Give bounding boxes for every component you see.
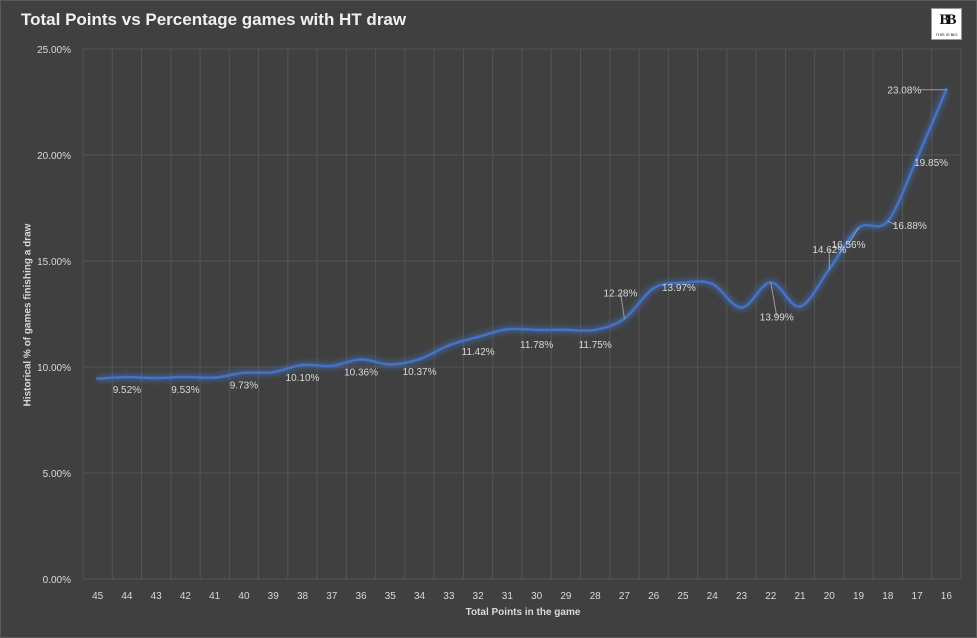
data-point [418, 357, 422, 361]
x-tick-label: 43 [151, 591, 163, 602]
x-tick-label: 33 [443, 591, 455, 602]
data-point [213, 376, 217, 380]
x-tick-label: 41 [209, 591, 221, 602]
data-point [593, 328, 597, 332]
x-tick-label: 40 [238, 591, 250, 602]
data-label: 11.75% [579, 340, 612, 351]
y-tick-label: 15.00% [37, 257, 71, 268]
x-tick-label: 39 [268, 591, 280, 602]
x-tick-label: 45 [92, 591, 104, 602]
x-tick-label: 17 [912, 591, 924, 602]
x-tick-label: 24 [707, 591, 719, 602]
data-point [798, 305, 802, 309]
y-tick-label: 0.00% [43, 575, 71, 586]
data-point [96, 377, 100, 381]
x-tick-label: 29 [560, 591, 572, 602]
brand-logo: BB THIS IS BIG [931, 8, 962, 40]
data-label: 10.37% [403, 367, 437, 378]
data-label: 11.78% [520, 340, 553, 351]
x-tick-label: 20 [824, 591, 836, 602]
x-tick-label: 26 [648, 591, 660, 602]
data-point [271, 370, 275, 374]
x-tick-label: 38 [297, 591, 309, 602]
data-label: 12.28% [603, 289, 637, 300]
data-point [710, 282, 714, 286]
x-tick-label: 34 [414, 591, 426, 602]
data-point [125, 375, 129, 379]
x-tick-label: 31 [502, 591, 514, 602]
data-label-leader [619, 292, 625, 319]
x-tick-label: 18 [882, 591, 894, 602]
data-point [652, 286, 656, 290]
x-tick-label: 28 [590, 591, 602, 602]
data-point [505, 327, 509, 331]
y-tick-label: 10.00% [37, 363, 71, 374]
data-point [154, 376, 158, 380]
data-point [359, 357, 363, 361]
data-point [535, 328, 539, 332]
data-label: 13.99% [760, 312, 794, 323]
data-point [242, 371, 246, 375]
y-tick-label: 20.00% [37, 151, 71, 162]
data-label: 23.08% [887, 86, 921, 97]
x-tick-label: 16 [941, 591, 953, 602]
data-point [564, 328, 568, 332]
data-label: 11.42% [462, 347, 495, 358]
x-tick-label: 36 [355, 591, 367, 602]
x-tick-label: 30 [531, 591, 543, 602]
data-label: 10.36% [344, 367, 378, 378]
data-label: 16.88% [893, 221, 927, 232]
y-tick-label: 25.00% [37, 45, 71, 56]
data-label-leader [848, 227, 859, 245]
x-axis-title: Total Points in the game [465, 607, 581, 618]
data-point [476, 335, 480, 339]
data-label-leader [887, 220, 897, 226]
logo-mark: BB [939, 12, 956, 28]
data-label: 16.56% [832, 240, 866, 251]
data-point [388, 362, 392, 366]
y-tick-label: 5.00% [43, 469, 71, 480]
data-label: 9.53% [171, 385, 199, 396]
data-point [183, 375, 187, 379]
data-label: 19.85% [914, 158, 948, 169]
x-tick-label: 27 [619, 591, 631, 602]
chart-title: Total Points vs Percentage games with HT… [21, 10, 407, 29]
y-axis-title: Historical % of games finishing a draw [22, 223, 34, 407]
x-tick-label: 22 [765, 591, 777, 602]
x-tick-label: 32 [473, 591, 485, 602]
data-label: 14.62% [812, 245, 846, 256]
x-tick-label: 19 [853, 591, 865, 602]
data-point [740, 306, 743, 310]
x-tick-label: 21 [794, 591, 806, 602]
data-label-leader [770, 282, 778, 317]
data-point [301, 363, 304, 367]
x-tick-label: 35 [385, 591, 397, 602]
x-tick-label: 44 [121, 591, 133, 602]
x-tick-label: 25 [677, 591, 689, 602]
data-point [447, 343, 451, 347]
x-tick-label: 23 [736, 591, 748, 602]
data-label: 9.73% [230, 381, 258, 392]
data-point [681, 281, 685, 285]
data-label: 9.52% [113, 385, 141, 396]
x-tick-label: 37 [326, 591, 338, 602]
data-label: 10.10% [286, 373, 320, 384]
data-point [330, 364, 334, 368]
data-label: 13.97% [662, 283, 696, 294]
logo-tagline: THIS IS BIG [935, 32, 958, 37]
x-tick-label: 42 [180, 591, 192, 602]
